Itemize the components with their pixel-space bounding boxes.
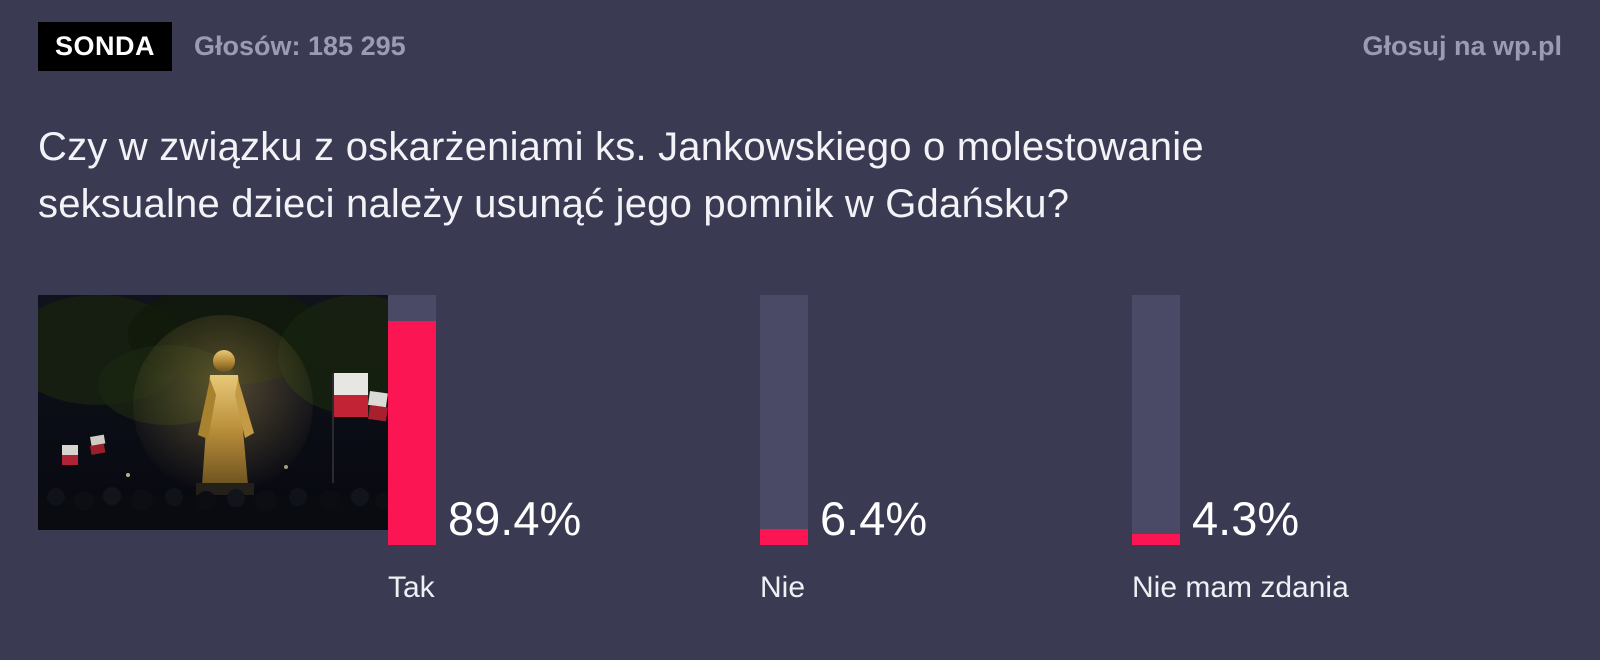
- poll-option-tak[interactable]: 89.4% Tak: [388, 294, 760, 605]
- sonda-badge: SONDA: [38, 22, 173, 71]
- bar-track: [388, 294, 436, 545]
- poll-option-nie-mam-zdania[interactable]: 4.3% Nie mam zdania: [1132, 294, 1504, 605]
- percentage-value: 6.4%: [820, 491, 928, 545]
- votes-count: Głosów: 185 295: [194, 31, 406, 61]
- percentage-value: 4.3%: [1192, 491, 1300, 545]
- poll-option-nie[interactable]: 6.4% Nie: [760, 294, 1132, 605]
- poll-photo: [38, 294, 388, 530]
- option-label: Nie mam zdania: [1132, 570, 1349, 604]
- bar-row: 6.4%: [760, 294, 1132, 545]
- poll-results: 89.4% Tak 6.4% Nie 4.3% Nie mam zdania: [38, 294, 1562, 605]
- statue-photo-illustration: [38, 294, 388, 530]
- poll-question: Czy w związku z oskarżeniami ks. Jankows…: [38, 125, 1204, 226]
- percentage-value: 89.4%: [448, 491, 582, 545]
- bar-row: 4.3%: [1132, 294, 1504, 545]
- bar-fill: [1132, 533, 1180, 545]
- bar-track: [760, 294, 808, 545]
- bar-fill: [388, 321, 436, 545]
- bar-fill: [760, 528, 808, 545]
- option-label: Tak: [388, 570, 435, 604]
- vote-link[interactable]: Głosuj na wp.pl: [1362, 31, 1562, 61]
- bar-row: 89.4%: [388, 294, 760, 545]
- poll-header: SONDA Głosów: 185 295 Głosuj na wp.pl: [38, 22, 1562, 71]
- option-label: Nie: [760, 570, 806, 604]
- bar-track: [1132, 294, 1180, 545]
